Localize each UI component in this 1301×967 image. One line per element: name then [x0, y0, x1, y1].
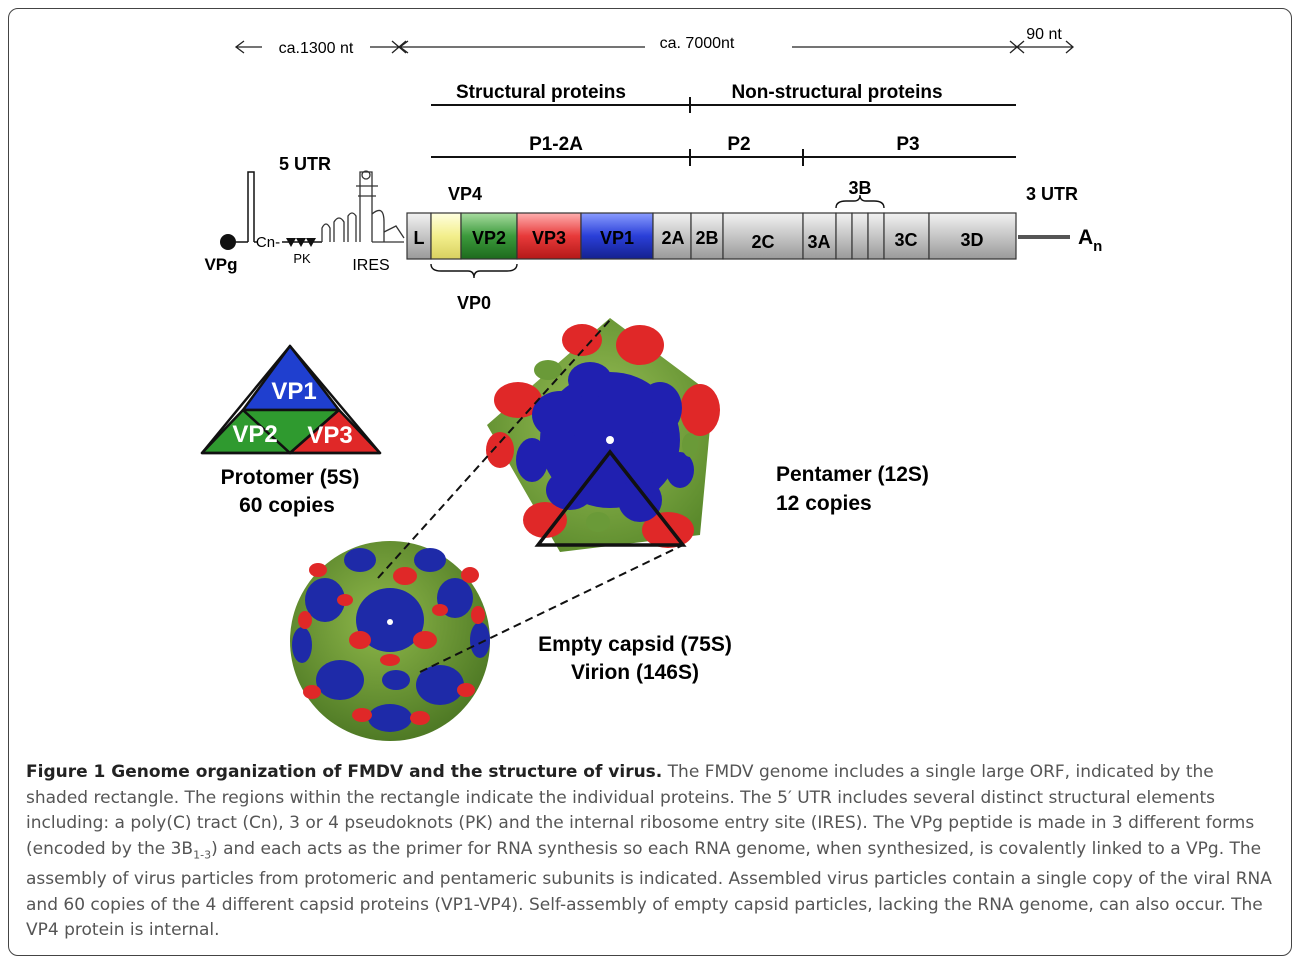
gene-label-VP0: VP0: [457, 293, 491, 313]
utr5-structure: [220, 170, 405, 250]
pentamer-copies: 12 copies: [776, 492, 872, 515]
gene-3B2: [851, 212, 869, 260]
p2-label: P2: [727, 134, 750, 155]
length-5utr-label: ca.1300 nt: [279, 40, 354, 57]
utr5-label: 5 UTR: [279, 154, 331, 174]
protomer-vp2-label: VP2: [232, 421, 277, 448]
gene-3C: [883, 212, 930, 260]
region-bars: [431, 97, 1016, 166]
gene-label-3D: 3D: [960, 230, 983, 250]
protomer-vp1-label: VP1: [271, 378, 316, 405]
gene-3A: [802, 212, 837, 260]
capsid-structure: [290, 541, 490, 741]
ires-label: IRES: [352, 257, 389, 274]
pentamer-structure: [486, 318, 720, 552]
pk-label: PK: [293, 251, 311, 266]
brace-3B: [835, 194, 885, 209]
gene-2A: [652, 212, 692, 260]
gene-label-3A: 3A: [807, 232, 830, 252]
polyA-label: An: [1078, 226, 1102, 255]
protomer-name: Protomer (5S): [221, 466, 360, 489]
gene-3B3: [867, 212, 885, 260]
figure-caption: Figure 1 Genome organization of FMDV and…: [26, 760, 1276, 944]
ires-structure-icon: [321, 170, 405, 243]
gene-label-2A: 2A: [661, 228, 684, 248]
gene-VP3: [516, 212, 582, 260]
gene-2C: [722, 212, 804, 260]
gene-3B1: [835, 212, 853, 260]
gene-label-VP1: VP1: [600, 228, 634, 248]
protomer-triangle: [200, 344, 382, 455]
brace-VP0: [430, 263, 518, 279]
capsid-virion-label: Virion (146S): [571, 661, 699, 684]
gene-VP4: [430, 212, 462, 260]
caption-text-b: ) and each acts as the primer for RNA sy…: [26, 838, 1272, 941]
gene-label-VP2: VP2: [472, 228, 506, 248]
structural-label: Structural proteins: [456, 82, 626, 103]
length-3utr-label: 90 nt: [1026, 26, 1062, 43]
zoom-lines: [377, 319, 684, 673]
stem-loop-icon: [247, 171, 255, 242]
gene-3D: [928, 212, 1017, 260]
protomer-vp3-label: VP3: [307, 422, 352, 449]
length-arrows: [234, 40, 1074, 54]
gene-label-L: L: [414, 228, 425, 248]
genome-figure: ca.1300 nt ca. 7000nt 90 nt Structural p…: [200, 26, 1102, 741]
capsid-empty-label: Empty capsid (75S): [538, 633, 732, 656]
pentamer-protomer-outline: [534, 449, 687, 547]
gene-L: [406, 212, 432, 260]
p1-label: P1-2A: [529, 134, 583, 155]
vpg-dot: [220, 234, 236, 250]
length-orf-label: ca. 7000nt: [660, 35, 735, 52]
cn-label: Cn-: [256, 234, 280, 251]
utr3-label: 3 UTR: [1026, 184, 1078, 204]
gene-labels: L VP2 VP3 VP1 2A 2B 2C 3A 3C 3D VP4 3B V…: [414, 178, 984, 313]
gene-label-3B: 3B: [848, 178, 871, 198]
gene-label-VP4: VP4: [448, 184, 482, 204]
gene-label-2C: 2C: [751, 232, 774, 252]
p3-label: P3: [896, 134, 919, 155]
caption-title: Figure 1 Genome organization of FMDV and…: [26, 762, 663, 782]
caption-sub: 1-3: [193, 847, 212, 861]
vpg-label: VPg: [204, 255, 237, 274]
gene-label-VP3: VP3: [532, 228, 566, 248]
pentamer-name: Pentamer (12S): [776, 463, 929, 486]
pseudoknot-icon: [286, 238, 316, 247]
orf-rectangle: [406, 212, 1017, 260]
nonstructural-label: Non-structural proteins: [731, 82, 942, 103]
gene-label-2B: 2B: [695, 228, 718, 248]
protomer-copies: 60 copies: [239, 494, 335, 517]
caption-text-a: The FMDV genome includes a single large …: [26, 762, 1255, 859]
gene-label-3C: 3C: [894, 230, 917, 250]
